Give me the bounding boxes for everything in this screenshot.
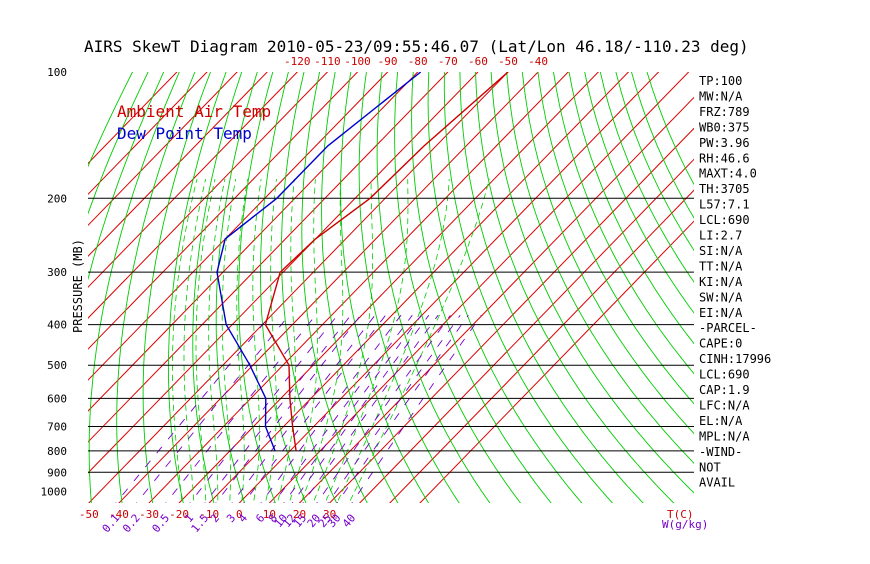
dry-adiabat-line (261, 53, 309, 509)
side-index-label: LI:2.7 (699, 229, 742, 243)
pressure-tick-label: 600 (47, 392, 67, 405)
isotherm-line (0, 53, 406, 509)
side-index-label: EL:N/A (699, 414, 743, 428)
side-index-label: -WIND- (699, 445, 742, 459)
isotherm-line (0, 53, 316, 509)
top-temp-tick-label: -50 (498, 55, 518, 68)
isotherm-line (83, 53, 527, 509)
top-temp-tick-label: -40 (528, 55, 548, 68)
moist-adiabat-line (338, 179, 449, 500)
mixing-ratio-unit-label: W(g/kg) (662, 518, 708, 531)
pressure-tick-label: 500 (47, 359, 67, 372)
side-index-label: MW:N/A (699, 89, 743, 103)
side-index-label: LFC:N/A (699, 398, 750, 412)
pressure-tick-label: 1000 (41, 486, 68, 499)
legend-ambient-air-temp: Ambient Air Temp (117, 102, 271, 121)
isotherm-line (113, 53, 557, 509)
y-axis-label: PRESSURE (MB) (71, 239, 85, 333)
bottom-temp-tick-label: -50 (79, 508, 99, 521)
dry-adiabat-line (551, 53, 834, 509)
pressure-tick-label: 700 (47, 421, 67, 434)
isotherm-line (294, 53, 738, 509)
side-index-label: NOT (699, 460, 721, 474)
pressure-tick-label: 200 (47, 192, 67, 205)
side-index-label: LCL:690 (699, 368, 750, 382)
side-index-label: KI:N/A (699, 275, 743, 289)
side-index-label: CINH:17996 (699, 352, 771, 366)
mixing-ratio-tick-label: 40 (340, 512, 358, 531)
side-index-label: TT:N/A (699, 259, 743, 273)
mixing-ratio-line (257, 315, 401, 509)
side-index-label: WB0:375 (699, 120, 750, 134)
moist-adiabat-line (314, 179, 373, 500)
dry-adiabat-line (444, 53, 618, 509)
mixing-ratio-line (111, 315, 270, 509)
moist-adiabat-line (350, 179, 489, 500)
side-index-label: TP:100 (699, 74, 742, 88)
side-index-label: FRZ:789 (699, 105, 750, 119)
moist-adiabat-line (278, 179, 296, 500)
mixing-ratio-line (299, 315, 438, 509)
mixing-ratio-line (280, 315, 422, 509)
side-index-label: MPL:N/A (699, 429, 750, 443)
chart-title: AIRS SkewT Diagram 2010-05-23/09:55:46.0… (84, 37, 749, 56)
isotherm-line (204, 53, 648, 509)
top-temp-tick-label: -110 (314, 55, 341, 68)
side-index-label: MAXT:4.0 (699, 167, 757, 181)
isotherm-line (264, 53, 708, 509)
dry-adiabat-line (460, 53, 649, 509)
top-temp-tick-label: -90 (378, 55, 398, 68)
pressure-tick-label: 300 (47, 266, 67, 279)
side-index-label: CAP:1.9 (699, 383, 750, 397)
side-index-label: L57:7.1 (699, 198, 750, 212)
top-temp-tick-label: -70 (438, 55, 458, 68)
top-temp-tick-label: -100 (344, 55, 371, 68)
pressure-tick-label: 100 (47, 66, 67, 79)
isotherm-line (414, 53, 858, 509)
dry-adiabat-line (490, 53, 710, 509)
side-index-label: RH:46.6 (699, 151, 750, 165)
top-temp-tick-label: -120 (284, 55, 311, 68)
side-index-label: -PARCEL- (699, 321, 757, 335)
isotherm-line (0, 53, 226, 509)
side-index-label: AVAIL (699, 476, 735, 490)
dry-adiabat-line (359, 53, 463, 509)
mixing-ratio-tick-label: 4 (236, 511, 250, 525)
side-index-label: SI:N/A (699, 244, 743, 258)
pressure-tick-label: 800 (47, 445, 67, 458)
side-index-label: SW:N/A (699, 290, 743, 304)
moist-adiabat-line (253, 179, 261, 500)
dry-adiabat-line (642, 53, 870, 509)
side-index-label: CAPE:0 (699, 337, 742, 351)
dry-adiabat-line (341, 53, 433, 509)
mixing-ratio-line (324, 315, 460, 509)
side-index-label: LCL:690 (699, 213, 750, 227)
side-index-label: TH:3705 (699, 182, 750, 196)
legend-dew-point-temp: Dew Point Temp (117, 124, 252, 143)
top-temp-tick-label: -60 (468, 55, 488, 68)
isotherm-line (0, 53, 196, 509)
pressure-tick-label: 900 (47, 466, 67, 479)
mixing-ratio-line (212, 315, 361, 509)
pressure-tick-label: 400 (47, 319, 67, 332)
top-temp-tick-label: -80 (408, 55, 428, 68)
side-index-label: PW:3.96 (699, 136, 750, 150)
side-index-label: EI:N/A (699, 306, 743, 320)
